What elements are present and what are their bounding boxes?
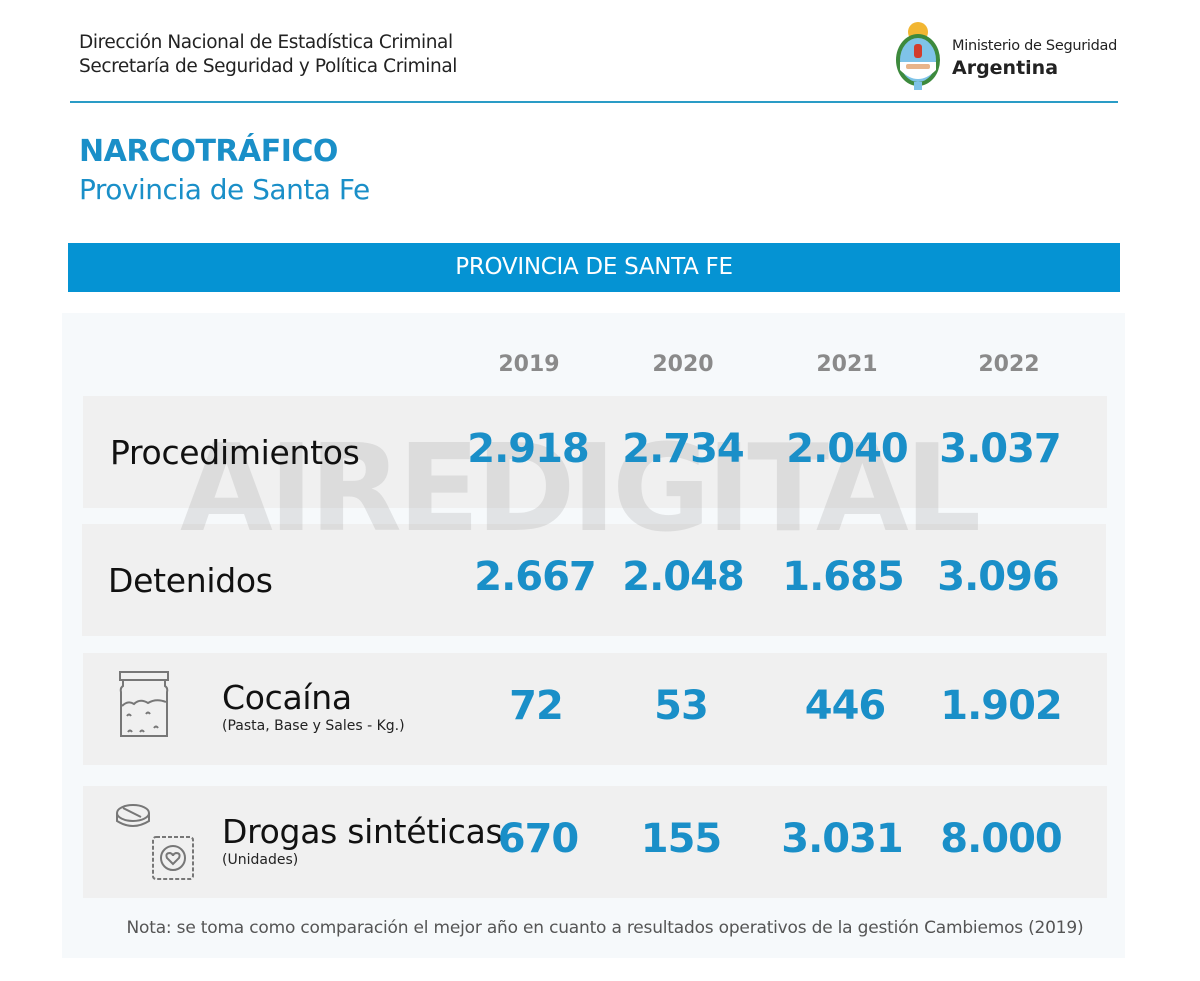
row-label: Cocaína: [222, 678, 352, 717]
value-cell: 3.031: [781, 816, 904, 862]
row-sublabel: (Unidades): [222, 852, 299, 868]
jar-icon: [119, 671, 169, 737]
coat-of-arms-icon: [896, 22, 940, 90]
value-cell: 2.667: [474, 554, 597, 600]
value-cell: 670: [497, 816, 580, 862]
page-subtitle: Provincia de Santa Fe: [79, 173, 370, 206]
table-row: [83, 653, 1107, 765]
header-org: Dirección Nacional de Estadística Crimin…: [79, 31, 457, 79]
value-cell: 2.918: [467, 426, 590, 472]
page-title: NARCOTRÁFICO: [79, 134, 338, 169]
year-header: 2021: [816, 352, 878, 377]
table-row: [83, 396, 1107, 508]
pill-icon: [116, 804, 194, 880]
header-line2: Secretaría de Seguridad y Política Crimi…: [79, 56, 458, 77]
ministry-name: Ministerio de Seguridad: [952, 38, 1118, 54]
ministry-country: Argentina: [952, 57, 1059, 79]
row-label: Drogas sintéticas: [222, 812, 503, 851]
value-cell: 2.048: [622, 554, 745, 600]
year-header: 2022: [978, 352, 1040, 377]
footnote: Nota: se toma como comparación el mejor …: [126, 918, 1084, 938]
value-cell: 1.902: [940, 683, 1063, 729]
section-banner: PROVINCIA DE SANTA FE: [68, 243, 1120, 292]
header-line1: Dirección Nacional de Estadística Crimin…: [79, 32, 453, 53]
year-header: 2019: [498, 352, 560, 377]
table-row: [83, 786, 1107, 898]
value-cell: 3.037: [939, 426, 1062, 472]
row-label: Detenidos: [108, 561, 273, 600]
value-cell: 446: [804, 683, 887, 729]
row-sublabel: (Pasta, Base y Sales - Kg.): [222, 718, 405, 734]
header-divider: [70, 101, 1118, 103]
year-header: 2020: [652, 352, 714, 377]
table-row: [82, 524, 1106, 636]
value-cell: 8.000: [940, 816, 1063, 862]
value-cell: 1.685: [782, 554, 905, 600]
value-cell: 2.040: [786, 426, 909, 472]
value-cell: 155: [640, 816, 723, 862]
value-cell: 3.096: [937, 554, 1060, 600]
value-cell: 53: [654, 683, 709, 729]
value-cell: 72: [509, 683, 564, 729]
row-label: Procedimientos: [110, 433, 360, 472]
value-cell: 2.734: [622, 426, 745, 472]
